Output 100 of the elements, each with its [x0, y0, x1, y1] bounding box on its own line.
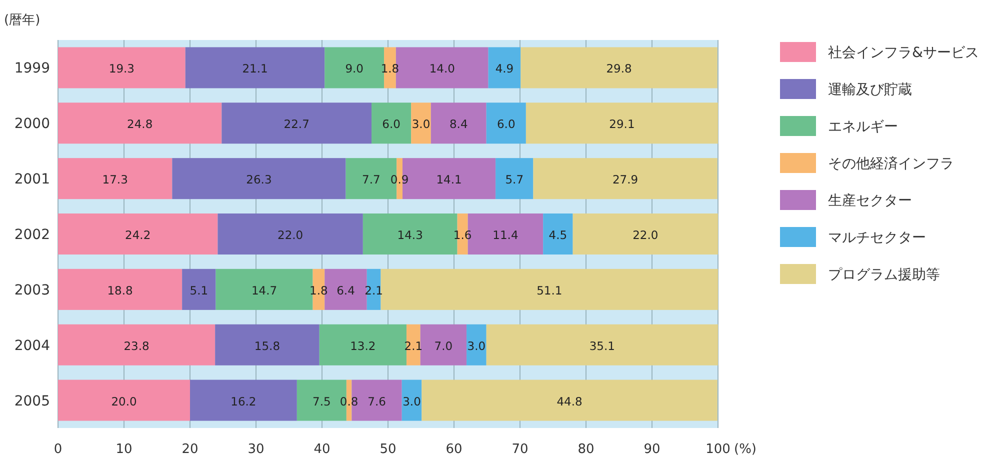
data-label: 0.9: [390, 172, 409, 187]
data-label: 26.3: [246, 172, 272, 187]
bar: [372, 102, 412, 144]
data-label: 6.0: [496, 117, 516, 132]
data-label: 21.1: [242, 62, 268, 76]
data-label: 14.0: [429, 62, 455, 76]
legend-label: その他経済インフラ: [828, 156, 954, 172]
y-tick-label: 2005: [14, 393, 50, 410]
bar: [185, 47, 325, 88]
x-axis-title: (%): [734, 442, 756, 457]
bar: [319, 324, 406, 366]
bar: [402, 380, 422, 421]
legend-label: プログラム援助等: [828, 267, 940, 283]
x-tick-label: 80: [578, 442, 594, 457]
legend-label: エネルギー: [828, 119, 898, 135]
x-tick-label: 60: [446, 442, 462, 457]
data-label: 3.0: [412, 117, 430, 132]
data-label: 14.7: [251, 283, 278, 298]
x-tick-label: 40: [314, 442, 330, 457]
data-label: 22.0: [632, 228, 658, 242]
x-tick-label: 100: [706, 442, 730, 457]
data-label: 6.0: [382, 117, 400, 132]
x-tick-label: 20: [182, 442, 198, 457]
x-tick-label: 90: [644, 442, 660, 457]
bar: [380, 268, 718, 310]
data-label: 6.4: [336, 283, 355, 298]
data-label: 16.2: [230, 394, 256, 408]
bar: [58, 213, 218, 255]
bar: [218, 213, 363, 255]
bar: [486, 324, 718, 366]
bar: [488, 47, 521, 88]
y-tick-label: 2000: [14, 116, 50, 132]
bar: [58, 324, 216, 366]
data-label: 22.7: [284, 117, 310, 132]
x-tick-label: 10: [116, 442, 132, 457]
legend-label: 生産セクター: [828, 193, 912, 209]
bar: [526, 102, 718, 144]
bar: [190, 380, 297, 421]
data-label: 0.8: [340, 394, 358, 408]
data-label: 7.6: [368, 394, 386, 408]
data-label: 17.3: [102, 172, 128, 187]
bar: [222, 102, 372, 144]
bar: [58, 158, 172, 200]
data-label: 35.1: [589, 338, 615, 353]
data-label: 24.2: [125, 228, 151, 242]
data-label: 51.1: [536, 283, 562, 298]
data-label: 20.0: [111, 394, 137, 408]
data-label: 9.0: [345, 62, 364, 76]
y-axis-title: (暦年): [4, 13, 40, 28]
data-label: 5.7: [505, 172, 524, 187]
data-label: 18.8: [107, 283, 133, 298]
data-label: 23.8: [124, 338, 150, 353]
bar: [58, 47, 186, 88]
legend-label: マルチセクター: [828, 230, 926, 246]
data-label: 13.2: [350, 338, 376, 353]
x-tick-label: 30: [248, 442, 264, 457]
data-label: 8.4: [449, 117, 468, 132]
data-label: 15.8: [254, 338, 280, 353]
bar: [430, 102, 486, 144]
bar: [486, 102, 526, 144]
bar: [422, 380, 718, 421]
data-label: 7.0: [434, 338, 453, 353]
bar: [58, 102, 222, 144]
bar: [466, 324, 486, 366]
data-label: 5.1: [190, 283, 208, 298]
bar: [58, 380, 190, 421]
data-label: 19.3: [108, 62, 134, 76]
bar: [572, 213, 718, 255]
bar: [172, 158, 346, 200]
x-tick-label: 50: [380, 442, 396, 457]
bar: [543, 213, 573, 255]
y-tick-label: 2001: [14, 172, 50, 188]
y-tick-label: 2002: [14, 227, 50, 243]
legend-label: 運輸及び貯蔵: [828, 82, 912, 98]
data-label: 27.9: [612, 172, 638, 187]
data-label: 3.0: [467, 338, 486, 353]
bar: [533, 158, 718, 200]
data-label: 3.0: [402, 394, 421, 408]
bar: [520, 47, 718, 88]
data-label: 7.7: [362, 172, 380, 187]
data-label: 7.5: [312, 394, 331, 408]
x-tick-label: 70: [512, 442, 528, 457]
x-tick-label: 0: [54, 442, 62, 457]
y-tick-label: 2003: [14, 282, 50, 298]
data-label: 14.1: [436, 172, 462, 187]
bar: [182, 268, 216, 310]
data-label: 4.5: [548, 228, 568, 242]
data-label: 14.3: [397, 228, 423, 242]
bar: [496, 158, 534, 200]
y-tick-label: 1999: [14, 60, 50, 77]
bar: [420, 324, 467, 366]
data-label: 29.1: [609, 117, 635, 132]
bar: [215, 324, 320, 366]
data-label: 24.8: [127, 117, 153, 132]
data-label: 22.0: [278, 228, 304, 242]
bar: [58, 268, 182, 310]
legend-label: 社会インフラ&サービス: [828, 45, 979, 61]
data-label: 29.8: [606, 62, 632, 76]
y-tick-label: 2004: [14, 338, 50, 354]
data-label: 44.8: [556, 394, 582, 408]
